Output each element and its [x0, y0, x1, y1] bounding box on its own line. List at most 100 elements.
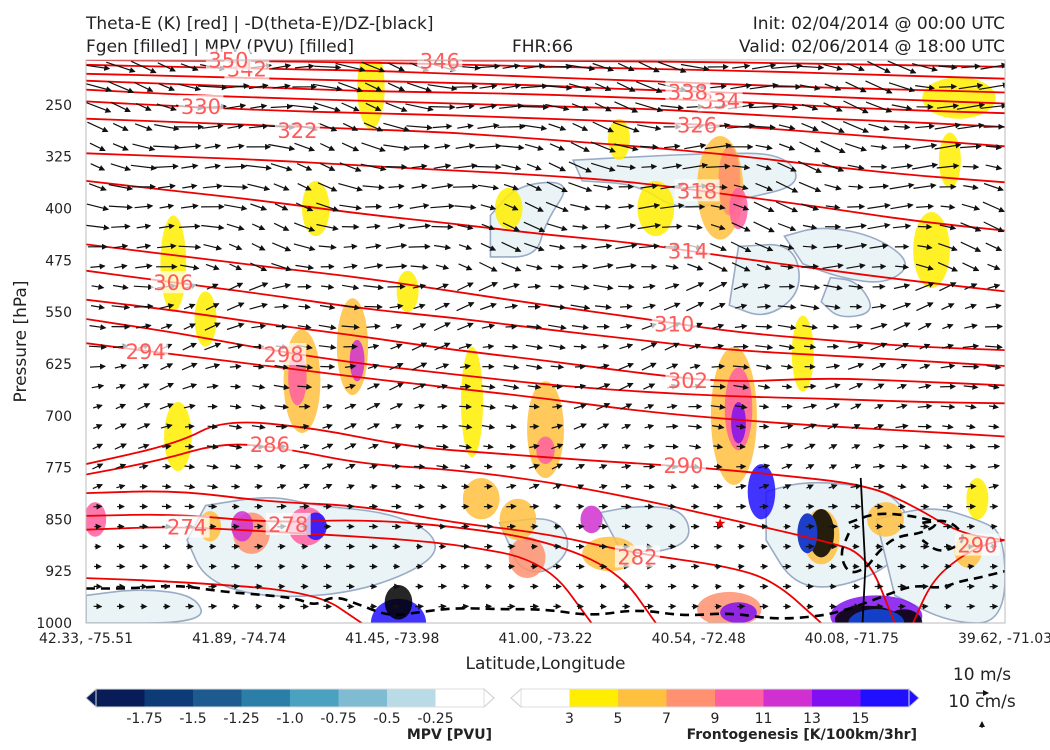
- wind-vector: [178, 83, 202, 92]
- wind-vector: [552, 403, 563, 410]
- wind-vector: [941, 303, 955, 311]
- wind-vector: [204, 163, 221, 170]
- wind-vector: [896, 363, 908, 370]
- wind-vector: [753, 221, 775, 233]
- wind-vector: [867, 222, 891, 230]
- wind-vector: [736, 423, 747, 430]
- wind-vector: [162, 483, 172, 490]
- wind-vector: [482, 343, 495, 350]
- wind-vector: [686, 282, 705, 292]
- wind-vector: [825, 204, 841, 211]
- wind-vector: [934, 142, 962, 150]
- wind-vector: [657, 61, 687, 74]
- wind-vector: [436, 463, 449, 470]
- wind-vector: [530, 543, 538, 550]
- wind-vector: [643, 383, 656, 390]
- theta-e-contour: [86, 72, 1005, 105]
- wind-vector: [733, 203, 750, 211]
- wind-vector: [385, 163, 408, 170]
- wind-vector: [662, 223, 683, 230]
- wind-vector: [843, 100, 869, 114]
- wind-vector: [821, 120, 845, 133]
- wind-vector: [967, 583, 975, 590]
- wind-vector: [893, 322, 911, 331]
- wind-vector: [318, 344, 337, 351]
- dtheta-dz-contour: [840, 512, 937, 574]
- wind-vector: [245, 164, 272, 171]
- wind-vector: [989, 503, 999, 510]
- wind-vector: [920, 483, 930, 490]
- wind-vector: [663, 302, 681, 311]
- wind-vector: [92, 443, 104, 450]
- wind-vector: [943, 443, 953, 450]
- title-line-1: Theta-E (K) [red] | -D(theta-E)/DZ-[blac…: [86, 14, 434, 34]
- wind-vector: [294, 63, 315, 70]
- wind-vector: [781, 363, 794, 370]
- frontogenesis-blob: [349, 339, 365, 382]
- x-tick-label: 39.62, -71.03: [958, 631, 1050, 647]
- reference-vector-horizontal-label: 10 m/s: [953, 665, 1011, 685]
- theta-e-contour-label: 290: [663, 454, 703, 478]
- wind-vector: [801, 103, 819, 111]
- wind-vector: [714, 603, 722, 610]
- wind-vector: [551, 443, 564, 450]
- wind-vector: [889, 182, 915, 190]
- wind-vector: [780, 443, 794, 450]
- wind-vector: [710, 204, 726, 211]
- wind-vector: [682, 162, 709, 170]
- wind-vector: [758, 483, 770, 490]
- wind-vector: [545, 201, 569, 213]
- wind-vector: [594, 304, 612, 310]
- wind-vector: [111, 223, 131, 230]
- wind-vector: [759, 403, 770, 410]
- wind-vector: [338, 183, 363, 192]
- wind-vector: [139, 483, 148, 490]
- wind-vector: [572, 122, 589, 131]
- wind-vector: [917, 403, 933, 410]
- wind-vector: [272, 242, 292, 252]
- x-tick-label: 41.89, -74.74: [192, 631, 286, 647]
- wind-vector: [711, 363, 726, 370]
- mpv-colorbar-tick-label: -1.0: [276, 711, 303, 727]
- wind-vector: [599, 483, 608, 490]
- wind-vector: [961, 63, 981, 70]
- wind-vector: [507, 543, 516, 550]
- wind-vector: [662, 163, 683, 170]
- wind-vector: [591, 162, 616, 172]
- contour-label-bg: [150, 271, 196, 294]
- wind-vector: [296, 364, 314, 371]
- y-tick-label: 700: [45, 409, 72, 425]
- wind-vector: [159, 382, 175, 391]
- wind-vector: [637, 222, 662, 230]
- plot-frame: [85, 59, 1006, 624]
- wind-vector: [736, 523, 746, 530]
- title-line-2: Fgen [filled] | MPV (PVU) [filled]: [86, 37, 355, 57]
- wind-vector: [987, 283, 1001, 290]
- wind-vector: [457, 224, 474, 231]
- wind-vector: [529, 443, 540, 450]
- wind-vector: [873, 383, 885, 390]
- fgen-colorbar-tick-label: 3: [565, 711, 574, 727]
- theta-e-contour: [86, 513, 657, 623]
- wind-vector: [712, 343, 725, 350]
- wind-vector: [388, 62, 405, 72]
- wind-vector: [548, 123, 567, 131]
- wind-vector: [136, 223, 152, 230]
- theta-e-contour-label: 330: [181, 95, 221, 119]
- wind-vector: [297, 383, 313, 390]
- wind-vector: [845, 223, 867, 230]
- wind-vector: [526, 364, 543, 371]
- theta-e-contour-label: 322: [277, 119, 317, 143]
- theta-e-contour-label: 298: [264, 343, 304, 367]
- frontogenesis-blob: [508, 536, 546, 579]
- wind-vector: [458, 244, 473, 251]
- wind-vector: [575, 464, 586, 470]
- wind-vector: [134, 203, 154, 210]
- wind-vector: [913, 182, 937, 189]
- wind-vector: [138, 363, 150, 370]
- wind-vector: [845, 81, 867, 93]
- frontogenesis-blob: [720, 602, 757, 623]
- wind-vector: [570, 304, 591, 311]
- wind-vector: [753, 201, 775, 213]
- wind-vector: [573, 423, 587, 430]
